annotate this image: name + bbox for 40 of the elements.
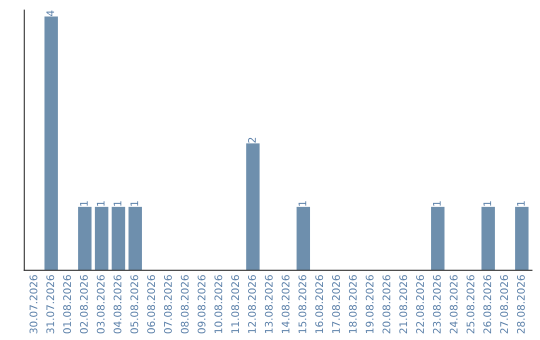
- x-tick-label: 31.07.2026: [46, 275, 54, 334]
- x-tick-label: 01.08.2026: [63, 275, 72, 334]
- data-label: 1: [114, 201, 122, 206]
- x-tick-label: 21.08.2026: [399, 275, 408, 334]
- x-tick-label: 28.08.2026: [516, 275, 525, 334]
- x-tick-label: 15.08.2026: [298, 275, 306, 333]
- data-label: 2: [248, 138, 256, 143]
- x-tick-label: 16.08.2026: [315, 275, 324, 333]
- x-tick-label: 14.08.2026: [282, 275, 290, 333]
- x-tick-label: 07.08.2026: [164, 275, 172, 334]
- x-tick-label: 06.08.2026: [147, 275, 156, 334]
- x-tick-label: 13.08.2026: [264, 275, 273, 333]
- data-label: 1: [298, 201, 306, 206]
- x-tick-label: 03.08.2026: [96, 275, 105, 334]
- x-tick-label: 12.08.2026: [248, 275, 256, 333]
- x-tick-label: 19.08.2026: [366, 275, 374, 333]
- x-tick-label: 18.08.2026: [348, 275, 357, 333]
- x-tick-label: 23.08.2026: [432, 275, 441, 334]
- data-label: 1: [483, 201, 492, 206]
- x-tick-label: 08.08.2026: [180, 275, 189, 334]
- x-tick-label: 24.08.2026: [450, 275, 458, 334]
- data-label: 1: [130, 201, 138, 206]
- x-tick-label: 26.08.2026: [483, 275, 492, 334]
- data-label: 1: [517, 201, 525, 206]
- data-label: 1: [96, 201, 104, 206]
- x-tick-label: 17.08.2026: [332, 275, 340, 333]
- data-label: 4: [46, 10, 54, 16]
- x-tick-label: 22.08.2026: [416, 275, 424, 334]
- x-tick-label: 20.08.2026: [382, 275, 390, 334]
- x-tick-label: 09.08.2026: [198, 275, 206, 334]
- x-tick-label: 11.08.2026: [231, 275, 240, 333]
- x-tick-label: 05.08.2026: [130, 275, 138, 334]
- x-tick-label: 04.08.2026: [114, 275, 122, 334]
- x-tick-label: 10.08.2026: [214, 275, 222, 333]
- x-tick-label: 27.08.2026: [500, 275, 508, 334]
- x-tick-label: 30.07.2026: [30, 275, 38, 334]
- x-tick-label: 02.08.2026: [80, 275, 88, 334]
- data-label: 1: [80, 201, 88, 206]
- x-tick-label: 25.08.2026: [466, 275, 474, 334]
- data-label: 1: [433, 201, 441, 206]
